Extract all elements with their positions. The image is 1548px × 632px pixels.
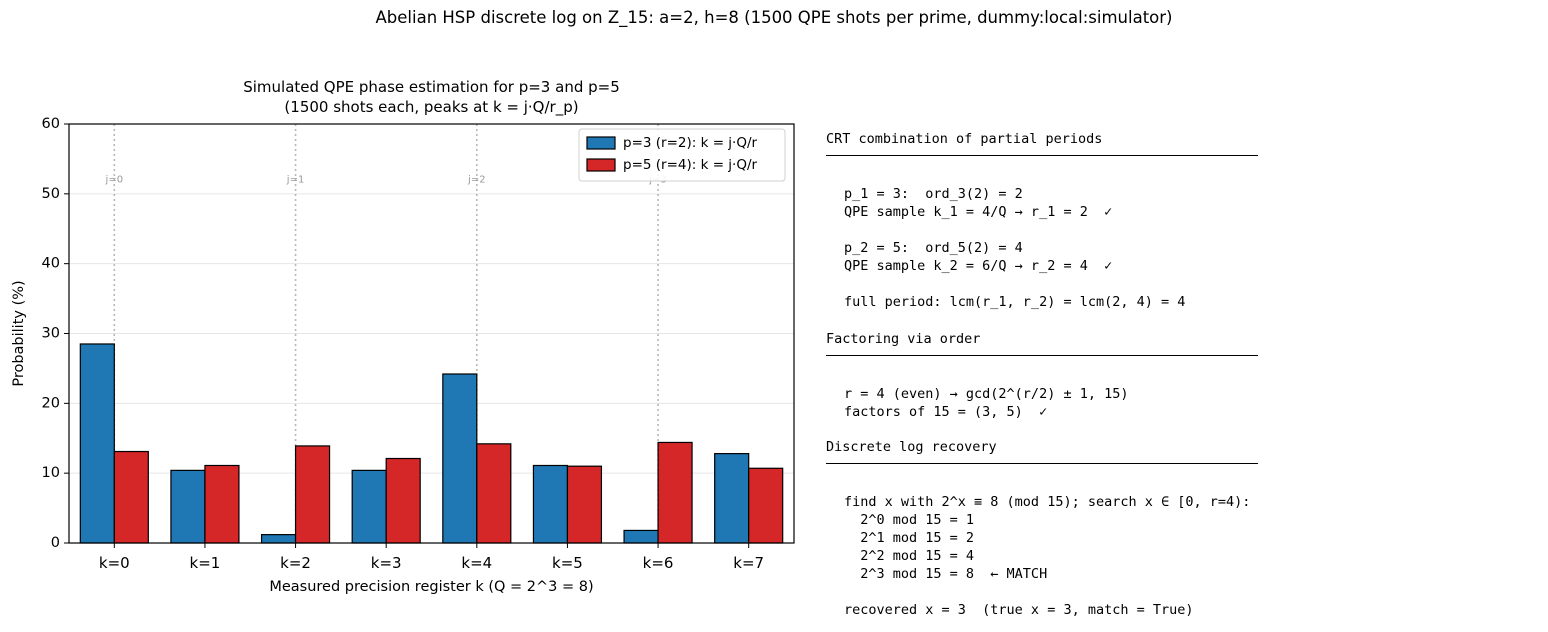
- bar: [260, 534, 297, 544]
- bar: [351, 469, 387, 544]
- y-tick-label: 10: [42, 465, 60, 481]
- bar: [170, 469, 206, 544]
- bar: [532, 464, 569, 544]
- legend-swatch: [586, 158, 616, 172]
- factoring-heading: Factoring via order: [826, 331, 1258, 356]
- bar: [113, 450, 149, 544]
- bar: [385, 457, 421, 544]
- legend-box: [578, 128, 786, 182]
- bar: [79, 343, 115, 544]
- legend-label: p=5 (r=4): k = j·Q/r: [623, 157, 758, 173]
- x-tick-label: k=4: [461, 554, 492, 572]
- y-tick-label: 0: [51, 535, 60, 551]
- bar: [294, 445, 331, 544]
- x-tick-label: k=7: [733, 554, 764, 572]
- bar: [476, 443, 512, 544]
- chart-title-line: (1500 shots each, peaks at k = j·Q/r_p): [284, 98, 578, 117]
- x-tick-label: k=1: [190, 554, 221, 572]
- dlog-text: find x with 2^x ≡ 8 (mod 15); search x ∈…: [844, 494, 1251, 618]
- bar: [623, 529, 659, 544]
- dlog-heading: Discrete log recovery: [826, 439, 1258, 464]
- y-tick-label: 60: [42, 116, 60, 132]
- legend-label: p=3 (r=2): k = j·Q/r: [623, 135, 758, 151]
- bar: [566, 465, 603, 544]
- x-tick-label: k=6: [643, 554, 674, 572]
- bar: [748, 467, 784, 544]
- peak-label: j=1: [286, 174, 305, 185]
- x-axis-label: Measured precision register k (Q = 2^3 =…: [269, 579, 593, 595]
- legend-swatch: [586, 136, 616, 150]
- x-tick-label: k=0: [99, 554, 130, 572]
- y-axis-label: Probability (%): [11, 280, 27, 386]
- x-tick-label: k=2: [280, 554, 311, 572]
- factoring-text: r = 4 (even) → gcd(2^(r/2) ± 1, 15) fact…: [844, 386, 1129, 420]
- crt-text: p_1 = 3: ord_3(2) = 2 QPE sample k_1 = 4…: [844, 186, 1186, 310]
- crt-heading: CRT combination of partial periods: [826, 131, 1258, 156]
- peak-label: j=2: [467, 174, 486, 185]
- bar: [442, 373, 478, 544]
- peak-label: j=0: [105, 174, 124, 185]
- bar: [714, 453, 750, 544]
- qpe-bar-chart: j=0j=1j=2j=30102030405060k=0k=1k=2k=3k=4…: [11, 78, 795, 595]
- bar: [657, 441, 693, 544]
- y-tick-label: 20: [42, 395, 60, 411]
- x-tick-label: k=5: [552, 554, 583, 572]
- y-tick-label: 30: [42, 326, 60, 342]
- chart-title-line: Simulated QPE phase estimation for p=3 a…: [243, 78, 620, 96]
- figure-title: Abelian HSP discrete log on Z_15: a=2, h…: [375, 8, 1173, 27]
- y-tick-label: 40: [42, 256, 60, 272]
- y-tick-label: 50: [42, 186, 60, 202]
- bar: [204, 464, 240, 544]
- x-tick-label: k=3: [371, 554, 402, 572]
